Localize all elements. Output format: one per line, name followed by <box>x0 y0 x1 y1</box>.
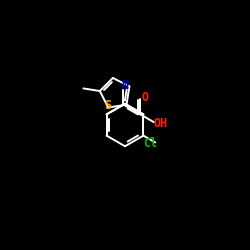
Text: O: O <box>142 91 149 104</box>
Text: S: S <box>105 99 112 112</box>
Text: N: N <box>121 78 128 92</box>
Text: Cl: Cl <box>144 137 158 150</box>
Text: OH: OH <box>153 117 167 130</box>
